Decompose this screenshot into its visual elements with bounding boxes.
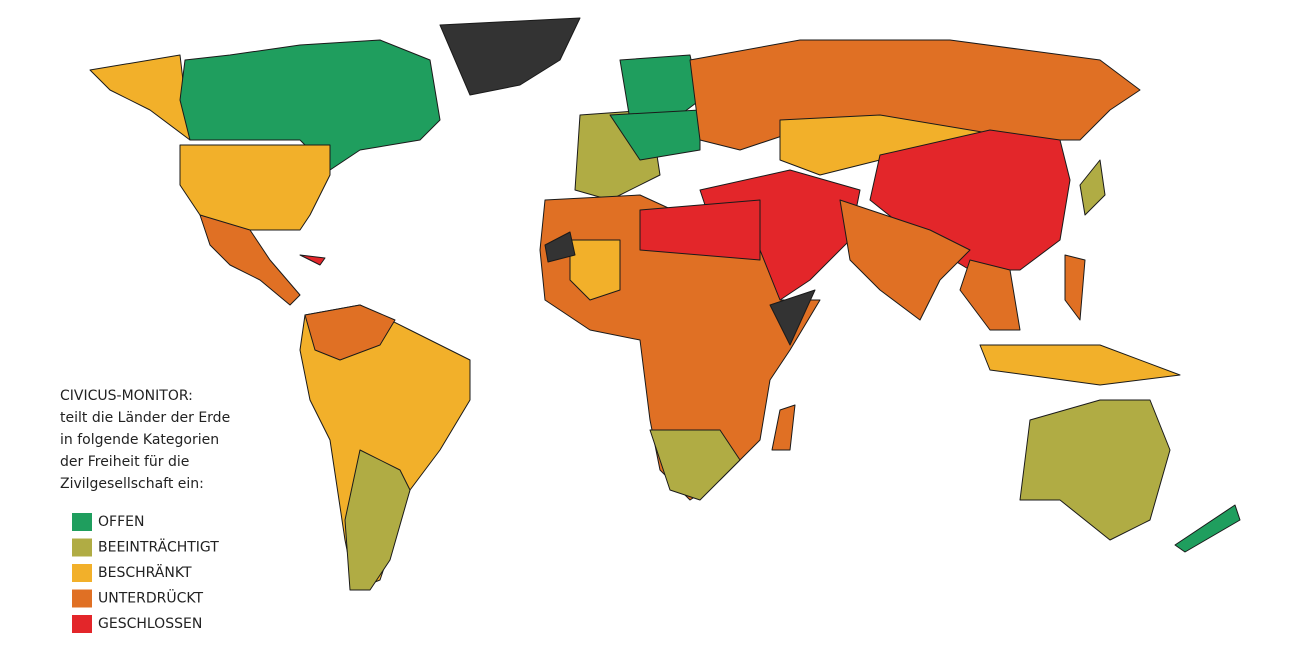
legend-swatch — [72, 564, 92, 582]
country — [89, 54, 191, 141]
country — [1079, 159, 1106, 216]
legend: CIVICUS-MONITOR: teilt die Länder der Er… — [60, 388, 230, 633]
country — [179, 39, 441, 171]
country — [179, 144, 331, 231]
country — [979, 344, 1181, 386]
legend-description: Zivilgesellschaft ein: — [60, 476, 204, 492]
legend-description: in folgende Kategorien — [60, 432, 219, 448]
country — [344, 449, 411, 591]
country — [1064, 254, 1086, 321]
country — [544, 231, 576, 263]
legend-label: GESCHLOSSEN — [98, 616, 202, 632]
legend-label: OFFEN — [98, 514, 144, 530]
country — [439, 17, 581, 96]
country — [304, 304, 396, 361]
country — [769, 289, 816, 346]
country — [771, 404, 796, 451]
legend-swatch — [72, 538, 92, 557]
legend-description: teilt die Länder der Erde — [60, 410, 230, 426]
country — [959, 259, 1021, 331]
country — [839, 199, 971, 321]
legend-label: BESCHRÄNKT — [98, 563, 192, 581]
legend-label: UNTERDRÜCKT — [98, 589, 203, 607]
map — [89, 17, 1241, 591]
legend-title: CIVICUS-MONITOR: — [60, 388, 193, 404]
legend-description: der Freiheit für die — [60, 454, 189, 470]
legend-label: BEEINTRÄCHTIGT — [98, 538, 219, 556]
legend-swatch — [72, 513, 92, 531]
legend-swatch — [72, 589, 92, 608]
country — [649, 429, 741, 501]
country — [609, 109, 701, 161]
country — [569, 239, 621, 301]
country — [199, 214, 301, 306]
country — [299, 254, 326, 266]
country — [639, 199, 761, 261]
country — [1174, 504, 1241, 553]
country — [1019, 399, 1171, 541]
legend-swatch — [72, 615, 92, 633]
